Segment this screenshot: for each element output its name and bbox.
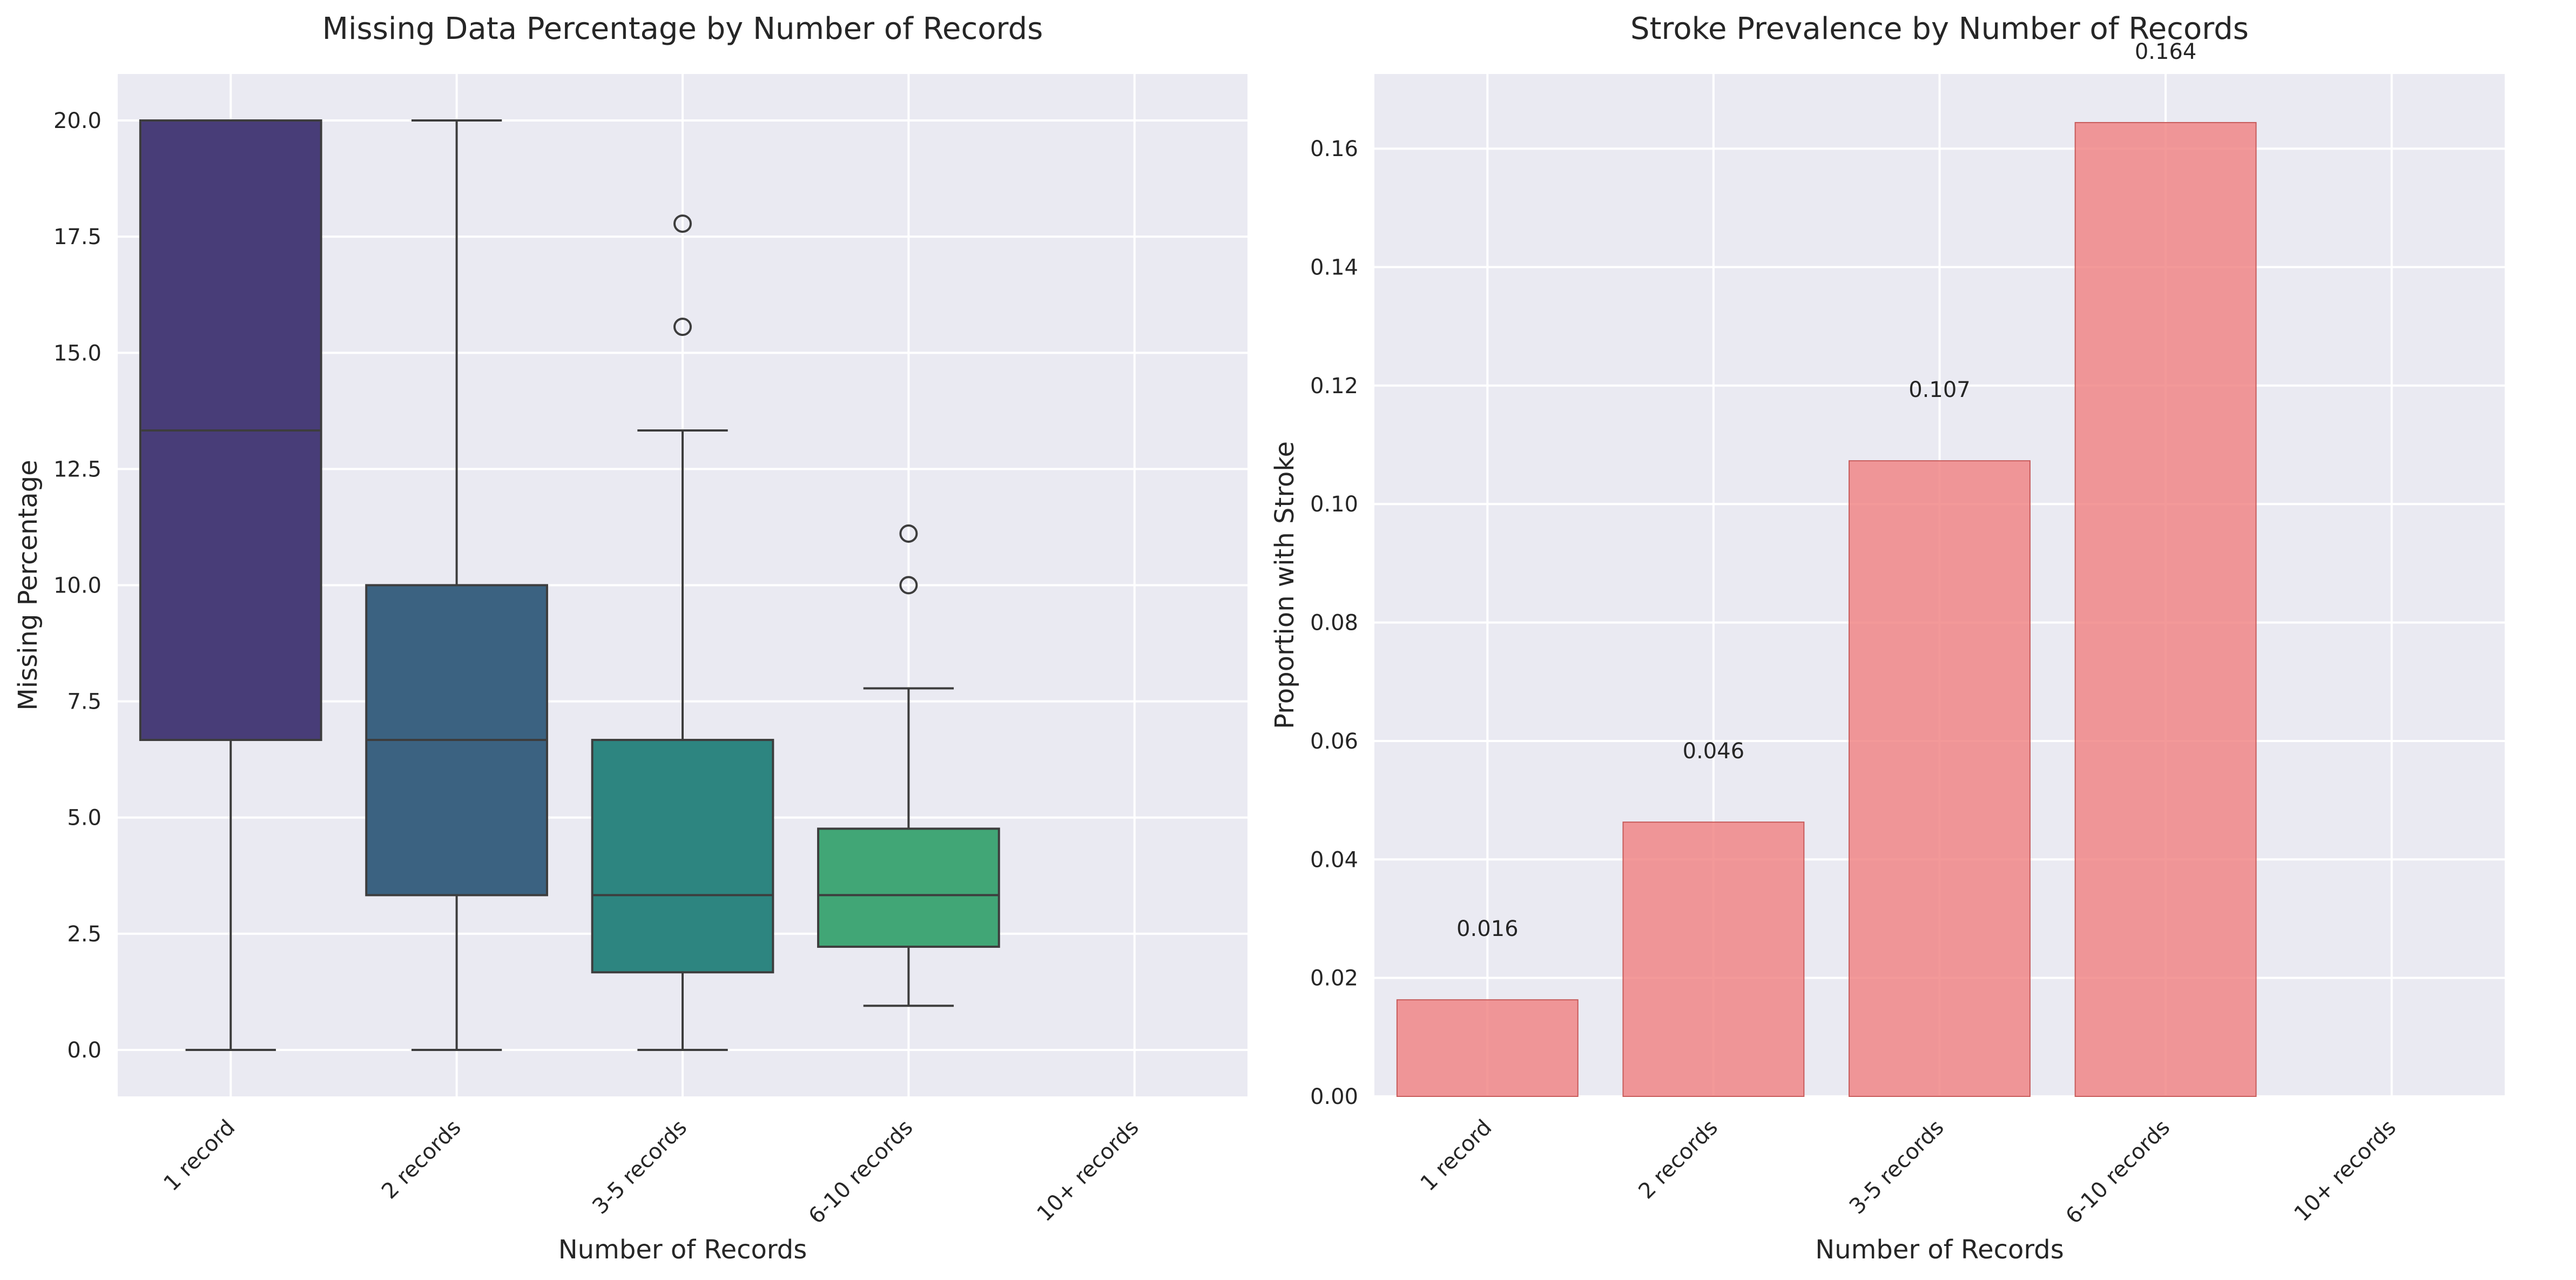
- box-y-tick-label: 2.5: [67, 922, 102, 947]
- barchart-y-ticks: 0.00 0.02 0.04 0.06 0.08 0.10 0.12 0.14 0.16: [1310, 137, 1358, 1109]
- bar-x-tick-label: 6-10 records: [2061, 1115, 2175, 1229]
- barchart-panel: Stroke Prevalence by Number of Records 0…: [1270, 11, 2505, 1265]
- bar-x-tick-label: 3-5 records: [1845, 1115, 1949, 1220]
- bar-y-tick-label: 0.06: [1310, 729, 1358, 754]
- bar-4: [2074, 122, 2257, 1097]
- bar-y-tick-label: 0.14: [1310, 255, 1358, 280]
- boxplot-y-axis-label: Missing Percentage: [13, 460, 43, 710]
- box-iqr-rect: [591, 739, 774, 974]
- bar-3: [1849, 460, 2031, 1097]
- box-iqr-rect: [817, 827, 1000, 948]
- box-x-tick-label: 10+ records: [1033, 1115, 1144, 1227]
- bar-x-tick-label: 10+ records: [2289, 1115, 2400, 1227]
- box-x-tick-label: 1 record: [159, 1115, 240, 1196]
- bar-x-tick-label: 1 record: [1416, 1115, 1497, 1196]
- box-y-tick-label: 7.5: [67, 690, 102, 715]
- bar-value-label: 0.164: [2135, 39, 2197, 64]
- bar-value-label: 0.016: [1456, 917, 1519, 941]
- box-x-tick-label: 6-10 records: [804, 1115, 918, 1229]
- bar-value-label: 0.046: [1683, 739, 1745, 764]
- barchart-x-ticks: 1 record 2 records 3-5 records 6-10 records…: [1416, 1115, 2401, 1229]
- bar-value-label: 0.107: [1909, 378, 1971, 402]
- box-y-tick-label: 15.0: [53, 341, 102, 366]
- box-y-tick-label: 20.0: [53, 109, 102, 133]
- box-y-tick-label: 10.0: [53, 574, 102, 598]
- box-y-tick-label: 12.5: [53, 457, 102, 482]
- box-1: [139, 119, 322, 1051]
- boxplot-y-ticks: 0.0 2.5 5.0 7.5 10.0 12.5 15.0 17.5 20.0: [53, 109, 102, 1063]
- box-y-tick-label: 17.5: [53, 225, 102, 250]
- bar-y-tick-label: 0.00: [1310, 1084, 1358, 1109]
- box-3: [591, 214, 774, 1051]
- barchart-title: Stroke Prevalence by Number of Records: [1630, 11, 2249, 46]
- bar-y-tick-label: 0.08: [1310, 611, 1358, 636]
- bar-y-tick-label: 0.10: [1310, 492, 1358, 517]
- boxplot-panel: Missing Data Percentage by Number of Rec…: [13, 11, 1247, 1265]
- bar-y-tick-label: 0.16: [1310, 137, 1358, 161]
- barchart-y-axis-label: Proportion with Stroke: [1270, 441, 1300, 729]
- bar-y-tick-label: 0.12: [1310, 374, 1358, 399]
- box-4: [817, 524, 1000, 1007]
- barchart-x-axis-label: Number of Records: [1815, 1235, 2064, 1265]
- barchart-bars: 0.016 0.046 0.107 0.164: [1396, 39, 2257, 1097]
- box-outlier-point: [899, 524, 918, 543]
- bar-2: [1622, 821, 1805, 1097]
- bar-1: [1396, 999, 1579, 1097]
- bar-x-tick-label: 2 records: [1634, 1115, 1723, 1204]
- box-2: [365, 119, 548, 1051]
- bar-y-tick-label: 0.04: [1310, 847, 1358, 872]
- boxplot-title: Missing Data Percentage by Number of Rec…: [322, 11, 1043, 46]
- boxplot-x-axis-label: Number of Records: [558, 1235, 807, 1265]
- box-x-tick-label: 3-5 records: [588, 1115, 692, 1220]
- boxplot-boxes: [139, 119, 1000, 1051]
- box-outlier-point: [673, 214, 692, 233]
- box-outlier-point: [899, 576, 918, 595]
- box-y-tick-label: 0.0: [67, 1038, 102, 1063]
- box-outlier-point: [673, 318, 692, 336]
- box-x-tick-label: 2 records: [377, 1115, 466, 1204]
- box-y-tick-label: 5.0: [67, 806, 102, 831]
- boxplot-x-ticks: 1 record 2 records 3-5 records 6-10 records…: [159, 1115, 1143, 1229]
- bar-y-tick-label: 0.02: [1310, 966, 1358, 991]
